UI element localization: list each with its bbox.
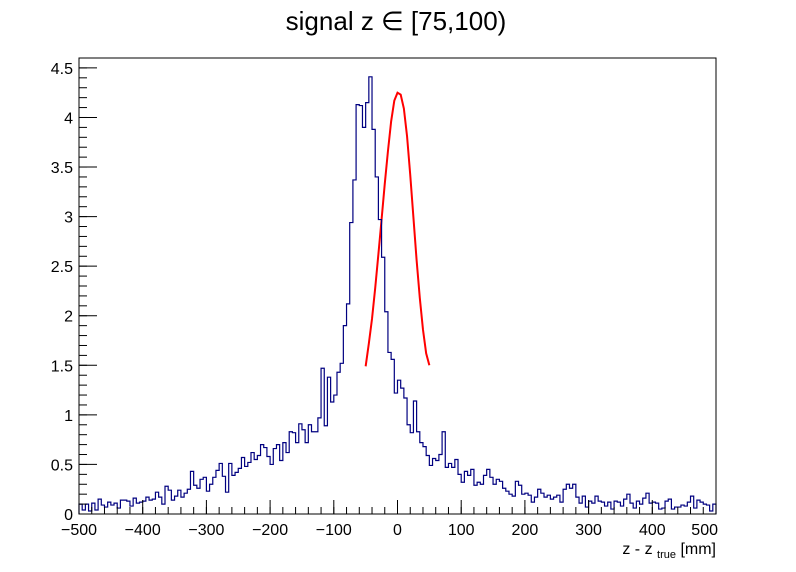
x-tick-label: −300 [188,522,224,539]
x-tick-label: −500 [61,522,97,539]
x-tick-label: 200 [512,522,539,539]
x-tick-label: −200 [252,522,288,539]
x-tick-label: 300 [575,522,602,539]
x-tick-label: 500 [691,522,718,539]
y-tick-label: 2.5 [51,259,73,276]
y-tick-label: 3.5 [51,160,73,177]
y-tick-label: 1 [64,408,73,425]
x-axis-label-subscript: true [657,549,676,561]
x-tick-label: −100 [316,522,352,539]
y-tick-label: 2 [64,309,73,326]
y-tick-label: 1.5 [51,358,73,375]
fit-curve [364,91,431,367]
x-tick-label: −400 [125,522,161,539]
x-axis: −500 −400 −300 −200 −100 0 100 200 300 400 500 [61,500,718,539]
y-tick-label: 0.5 [51,457,73,474]
x-tick-label: 400 [639,522,666,539]
x-axis-label-unit: [mm] [680,541,716,558]
y-axis: 0 0.5 1 1.5 2 2.5 3 3.5 4 4.5 [51,57,97,524]
chart-title: signal z ∈ [75,100) [286,6,507,36]
y-tick-label: 3 [64,210,73,227]
x-tick-label: 0 [393,522,402,539]
y-tick-label: 0 [64,507,73,524]
y-tick-label: 4 [64,110,73,127]
x-axis-label: z - z true [mm] [622,541,716,562]
histogram-group [78,76,717,514]
y-tick-label: 4.5 [51,61,73,78]
x-axis-label-main: z - z [622,541,652,558]
x-tick-label: 100 [448,522,475,539]
fit-curve-group [364,91,431,367]
histogram-outline [78,76,717,514]
